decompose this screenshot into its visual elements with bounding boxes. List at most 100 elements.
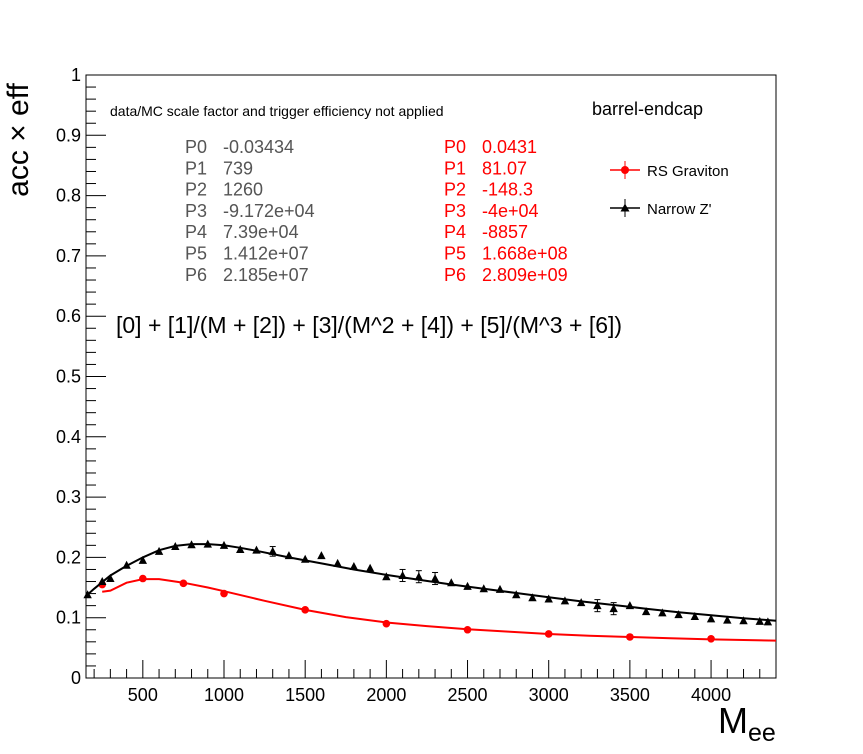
data-point bbox=[707, 635, 715, 643]
data-point bbox=[626, 633, 634, 641]
param-value: -4e+04 bbox=[482, 201, 539, 221]
param-name: P2 bbox=[444, 180, 466, 200]
data-point bbox=[106, 574, 115, 583]
legend-marker-circle bbox=[621, 166, 629, 174]
param-name: P0 bbox=[185, 137, 207, 157]
param-name: P3 bbox=[444, 201, 466, 221]
data-point bbox=[333, 558, 342, 567]
data-point bbox=[83, 590, 92, 599]
param-value: -0.03434 bbox=[223, 137, 294, 157]
data-point bbox=[98, 577, 107, 586]
data-point bbox=[463, 581, 472, 590]
param-name: P1 bbox=[185, 158, 207, 178]
data-point bbox=[544, 630, 553, 638]
param-value: 2.185e+07 bbox=[223, 265, 309, 285]
param-name: P5 bbox=[444, 244, 466, 264]
data-point bbox=[187, 540, 196, 549]
param-value: 7.39e+04 bbox=[223, 222, 299, 242]
series-layer bbox=[83, 539, 777, 643]
x-tick-label: 2500 bbox=[448, 685, 488, 705]
y-tick-label: 0.9 bbox=[56, 125, 81, 145]
y-tick-label: 0.2 bbox=[56, 547, 81, 567]
param-name: P6 bbox=[185, 265, 207, 285]
param-value: 1.412e+07 bbox=[223, 244, 309, 264]
x-tick-label: 2000 bbox=[366, 685, 406, 705]
series-narrow-zprime bbox=[83, 539, 777, 626]
y-axis: 0 0.1 0.2 0.3 0.4 0.5 0.6 0.7 0.8 0.9 1 bbox=[56, 65, 106, 688]
param-name: P3 bbox=[185, 201, 207, 221]
y-tick-label: 0.7 bbox=[56, 246, 81, 266]
param-value: 1260 bbox=[223, 180, 263, 200]
param-value: 81.07 bbox=[482, 158, 527, 178]
fit-formula: [0] + [1]/(M + [2]) + [3]/(M^2 + [4]) + … bbox=[116, 312, 622, 338]
y-tick-label: 0 bbox=[71, 668, 81, 688]
param-name: P1 bbox=[444, 158, 466, 178]
data-point bbox=[755, 616, 764, 625]
y-tick-label: 0.1 bbox=[56, 608, 81, 628]
x-tick-label: 500 bbox=[128, 685, 158, 705]
legend-entry-narrow-zprime: Narrow Z' bbox=[610, 199, 712, 218]
x-tick-label: 4000 bbox=[691, 685, 731, 705]
data-point bbox=[723, 615, 732, 624]
param-value: -9.172e+04 bbox=[223, 201, 315, 221]
data-point bbox=[544, 594, 553, 603]
param-value: 739 bbox=[223, 158, 253, 178]
y-tick-label: 0.6 bbox=[56, 306, 81, 326]
fit-curve-narrow-zprime bbox=[85, 543, 777, 622]
y-axis-label: acc × eff bbox=[2, 82, 35, 196]
param-value: 0.0431 bbox=[482, 137, 537, 157]
legend: RS Graviton Narrow Z' bbox=[610, 161, 729, 218]
data-point bbox=[301, 606, 309, 614]
data-point bbox=[674, 610, 683, 619]
data-point bbox=[706, 614, 716, 623]
data-point bbox=[576, 598, 586, 607]
data-point bbox=[593, 601, 602, 610]
param-name: P4 bbox=[185, 222, 207, 242]
param-name: P4 bbox=[444, 222, 466, 242]
data-point bbox=[495, 584, 505, 593]
data-point bbox=[317, 551, 326, 560]
param-name: P0 bbox=[444, 137, 466, 157]
legend-marker-triangle bbox=[620, 203, 630, 212]
legend-label-rs-graviton: RS Graviton bbox=[647, 163, 729, 180]
data-point bbox=[220, 589, 228, 598]
data-point bbox=[690, 611, 700, 620]
data-point bbox=[154, 546, 164, 555]
data-point bbox=[268, 546, 277, 555]
data-point bbox=[463, 625, 472, 634]
data-point bbox=[382, 619, 391, 628]
data-point bbox=[236, 545, 245, 554]
x-tick-label: 1500 bbox=[285, 685, 325, 705]
data-point bbox=[171, 542, 180, 551]
region-label: barrel-endcap bbox=[592, 99, 703, 119]
y-tick-label: 1 bbox=[71, 65, 81, 85]
y-tick-label: 0.3 bbox=[56, 487, 81, 507]
param-value: 1.668e+08 bbox=[482, 244, 568, 264]
legend-label-narrow-zprime: Narrow Z' bbox=[647, 201, 712, 218]
data-point bbox=[414, 572, 424, 581]
param-value: -148.3 bbox=[482, 180, 533, 200]
data-point bbox=[398, 570, 407, 579]
x-axis-label: Mee bbox=[718, 700, 776, 747]
data-point bbox=[284, 551, 294, 560]
scale-factor-note: data/MC scale factor and trigger efficie… bbox=[110, 103, 444, 119]
data-point bbox=[382, 572, 391, 581]
data-point bbox=[512, 590, 521, 599]
x-tick-label: 1000 bbox=[204, 685, 244, 705]
data-point bbox=[203, 539, 212, 548]
x-axis-label-subscript: ee bbox=[748, 719, 776, 747]
zprime-fit-params: P0 -0.03434 P1 739 P2 1260 P3 -9.172e+04 P4 7.39e… bbox=[185, 137, 315, 285]
param-name: P2 bbox=[185, 180, 207, 200]
graviton-fit-params: P0 0.0431 P1 81.07 P2 -148.3 P3 -4e+04 P4 -8857 P5… bbox=[444, 137, 568, 285]
data-point bbox=[122, 560, 131, 569]
data-point bbox=[763, 617, 773, 626]
y-tick-label: 0.5 bbox=[56, 367, 81, 387]
data-point bbox=[300, 554, 310, 563]
legend-entry-rs-graviton: RS Graviton bbox=[610, 161, 729, 180]
fit-curve-rs-graviton bbox=[102, 578, 777, 642]
param-name: P6 bbox=[444, 265, 466, 285]
param-value: -8857 bbox=[482, 222, 528, 242]
x-tick-label: 3500 bbox=[610, 685, 650, 705]
param-value: 2.809e+09 bbox=[482, 265, 568, 285]
data-point bbox=[609, 604, 618, 613]
